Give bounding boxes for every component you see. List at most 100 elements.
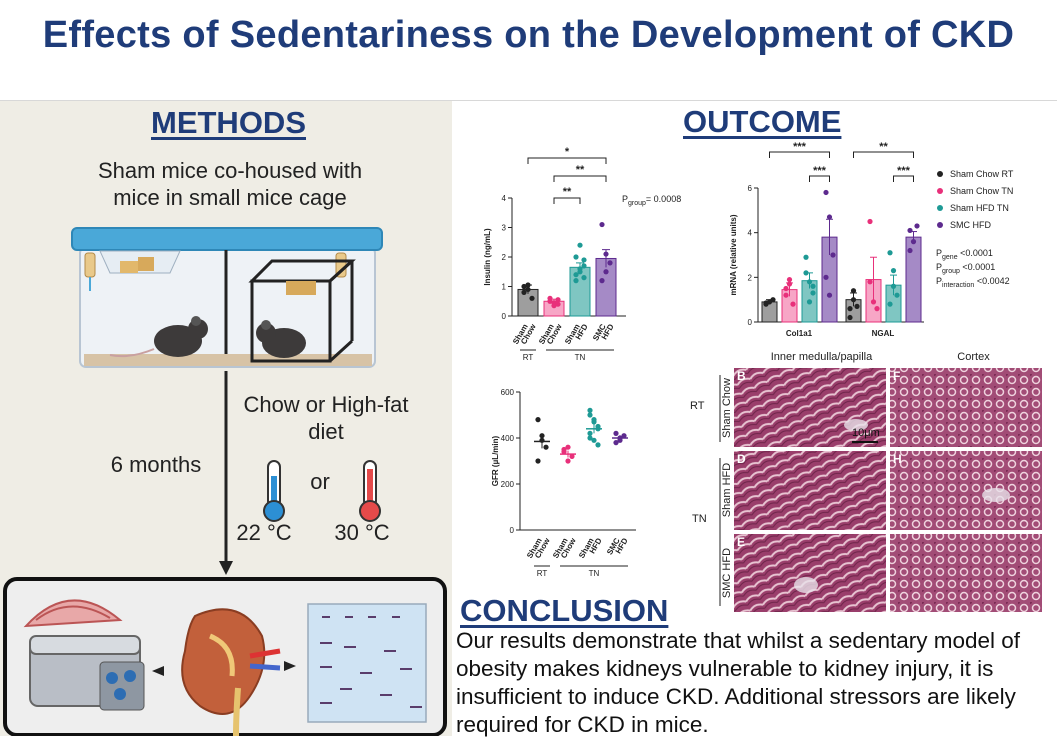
methods-illustration [71, 227, 383, 575]
arrow-left-icon [152, 666, 164, 676]
y-tick-label: 1 [502, 283, 507, 292]
mrna-point [783, 285, 789, 292]
mrna-point [806, 299, 813, 305]
gfr-point [591, 419, 597, 425]
arrow-right-icon [284, 661, 296, 671]
insulin-point [551, 300, 557, 306]
significance-label: *** [897, 165, 911, 177]
mrna-point [914, 223, 920, 229]
mrna-point [907, 227, 913, 234]
legend-label: Sham Chow RT [950, 169, 1014, 179]
mrna-point [826, 214, 833, 220]
gfr-point [543, 444, 549, 450]
insulin-point [599, 278, 605, 284]
significance-bracket [893, 175, 914, 182]
insulin-group-label: RT [523, 353, 534, 362]
insulin-p-value: Pgroup= 0.0008 [622, 194, 681, 207]
y-tick-label: 6 [748, 184, 753, 193]
y-tick-label: 0 [748, 318, 753, 327]
mrna-point [826, 292, 833, 298]
mrna-point [910, 239, 917, 245]
insulin-point [555, 297, 561, 303]
gfr-point [565, 444, 571, 450]
insulin-point [573, 278, 579, 284]
insulin-point [525, 282, 531, 288]
mrna-point [803, 270, 809, 276]
mrna-category-label: Col1a1 [786, 329, 813, 338]
diet-text: Chow or High-fat diet [230, 391, 422, 445]
y-tick-label: 4 [748, 229, 753, 238]
histology-panel-e [734, 534, 886, 612]
legend-marker [937, 188, 943, 194]
title-band: Effects of Sedentariness on the Developm… [0, 0, 1057, 101]
legend-label: Sham HFD TN [950, 203, 1009, 213]
mitochondria-icon [23, 599, 123, 628]
row-label-smc-hfd: SMC HFD [721, 547, 733, 599]
mrna-point [783, 292, 789, 298]
mrna-point [867, 279, 873, 285]
kidney-icon [181, 608, 281, 736]
y-axis-label: GFR (µL/min) [491, 435, 500, 486]
y-tick-label: 3 [502, 224, 507, 233]
insulin-point [525, 286, 531, 293]
legend-label: SMC HFD [950, 220, 991, 230]
insulin-point [547, 295, 553, 301]
mrna-point [790, 301, 796, 307]
methods-heading: METHODS [151, 105, 306, 140]
significance-bracket [809, 175, 830, 182]
mrna-point [823, 274, 829, 280]
y-tick-label: 400 [501, 434, 515, 443]
insulin-point [581, 257, 587, 263]
histology-col-header-medulla: Inner medulla/papilla [770, 351, 873, 363]
legend-label: Sham Chow TN [950, 186, 1013, 196]
significance-bracket [553, 175, 607, 182]
temp-30-label: 30 °C [334, 520, 390, 545]
significance-label: ** [576, 164, 585, 176]
mrna-category-label: NGAL [872, 329, 895, 338]
insulin-point [555, 301, 561, 307]
significance-label: ** [879, 141, 888, 153]
cage-text-line1: Sham mice co-housed with [97, 158, 363, 183]
legend-marker [937, 171, 943, 177]
mrna-point [887, 301, 893, 307]
poster-title: Effects of Sedentariness on the Developm… [42, 14, 1015, 56]
histology-panel-cortex-smc [890, 534, 1042, 612]
histology-figure: Inner medulla/papilla Cortex B F D [690, 350, 1057, 612]
panel-letter-e: E [737, 535, 746, 549]
mrna-point [786, 281, 793, 287]
insulin-point [577, 266, 583, 272]
gfr-point [591, 437, 597, 443]
mrna-point [823, 189, 829, 196]
mrna-point [810, 283, 816, 289]
legend-marker [937, 205, 943, 211]
gfr-point [569, 453, 575, 459]
significance-bracket [853, 151, 914, 158]
gfr-point [613, 430, 619, 436]
mrna-point [763, 301, 769, 307]
insulin-point [573, 272, 579, 278]
significance-bracket [527, 157, 607, 164]
mrna-p-value: Pgene <0.0001 [936, 248, 993, 261]
panel-letter-d: D [737, 452, 746, 466]
mrna-point [786, 276, 793, 283]
or-label: or [310, 469, 330, 494]
gfr-point [587, 407, 593, 413]
assays-box [3, 577, 447, 736]
duration-label: 6 months [110, 452, 202, 477]
gfr-point [565, 458, 571, 464]
mrna-point [894, 292, 900, 298]
insulin-point [599, 221, 605, 228]
gfr-point [621, 433, 627, 439]
outcome-heading: OUTCOME [683, 104, 842, 139]
western-blot-gel-icon [307, 603, 427, 723]
histology-panel-b [734, 368, 886, 447]
mrna-p-value: Pinteraction <0.0042 [936, 276, 1010, 289]
row-label-sham-chow: Sham Chow [721, 378, 733, 438]
thermometer-30c-icon [359, 460, 381, 522]
significance-label: *** [793, 141, 807, 153]
panel-letter-b: B [737, 369, 746, 383]
y-tick-label: 0 [502, 312, 507, 321]
gfr-point [535, 417, 541, 423]
methods-panel: METHODS Sham mice co-housed with mice in… [0, 101, 452, 736]
